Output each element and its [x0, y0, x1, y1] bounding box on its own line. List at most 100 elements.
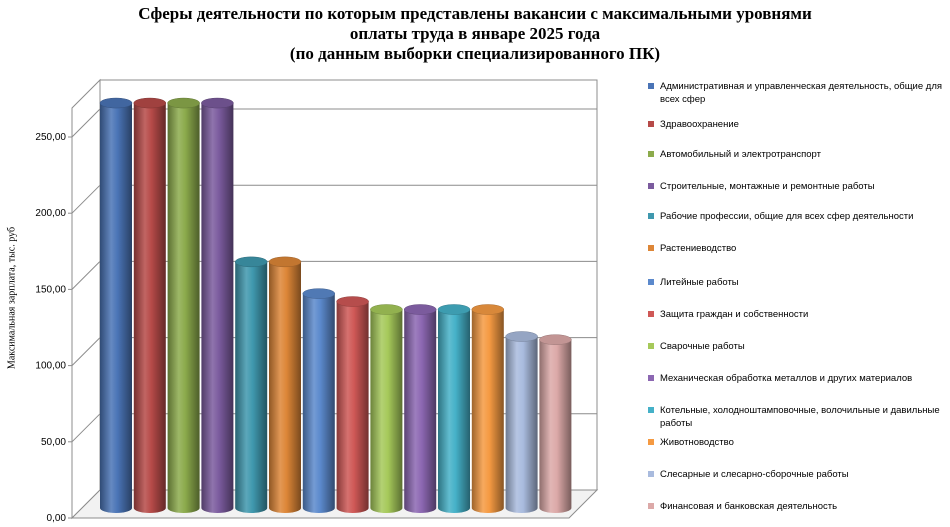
- legend-item: Котельные, холодноштамповочные, волочиль…: [648, 404, 948, 430]
- legend-item: Здравоохранение: [648, 118, 948, 131]
- legend-label: Рабочие профессии, общие для всех сфер д…: [660, 211, 914, 222]
- legend-item: Защита граждан и собственности: [648, 308, 948, 321]
- legend-swatch: [648, 83, 654, 89]
- bar-top: [302, 288, 336, 299]
- legend-item: Административная и управленческая деятел…: [648, 80, 948, 106]
- bars: [99, 97, 572, 513]
- legend-label: Механическая обработка металлов и других…: [660, 373, 913, 384]
- bar-top: [437, 304, 471, 315]
- legend-swatch: [648, 343, 654, 349]
- legend-label: Защита граждан и собственности: [660, 309, 809, 320]
- legend-swatch: [648, 439, 654, 445]
- bar-body: [235, 261, 268, 513]
- legend-swatch: [648, 471, 654, 477]
- bar-top: [133, 97, 167, 109]
- bar-top: [336, 296, 369, 307]
- bar: [336, 296, 369, 513]
- legend-swatch: [648, 375, 654, 381]
- legend-label: Финансовая и банковская деятельность: [660, 501, 838, 512]
- legend-label: Здравоохранение: [660, 119, 739, 130]
- legend-swatch: [648, 183, 654, 189]
- bar-top: [471, 304, 505, 315]
- legend-item: Слесарные и слесарно-сборочные работы: [648, 468, 948, 481]
- bar-top: [201, 97, 234, 109]
- legend-item: Животноводство: [648, 436, 948, 449]
- legend-item: Автомобильный и электротранспорт: [648, 148, 948, 161]
- legend-label: Автомобильный и электротранспорт: [660, 149, 821, 160]
- y-axis-ticks: 0,00 50,00 100,00 150,00 200,00 250,00: [35, 132, 72, 524]
- bar: [539, 334, 572, 513]
- bar: [437, 304, 471, 513]
- bar: [403, 304, 437, 513]
- gridline-side: [71, 413, 101, 443]
- y-tick-label: 100,00: [35, 361, 66, 372]
- gridline-side: [71, 261, 101, 290]
- legend-swatch: [648, 279, 654, 285]
- bar-body: [539, 339, 572, 513]
- bar-body: [201, 103, 234, 513]
- chart-title-line-1: Сферы деятельности по которым представле…: [138, 4, 812, 23]
- bar: [268, 256, 302, 513]
- legend-label: Литейные работы: [660, 277, 739, 288]
- gridline-side: [71, 337, 101, 366]
- legend-swatch: [648, 407, 654, 413]
- y-tick-label: 200,00: [35, 208, 66, 219]
- legend-item: Строительные, монтажные и ремонтные рабо…: [648, 180, 948, 193]
- bar: [234, 256, 268, 513]
- legend-label: Слесарные и слесарно-сборочные работы: [660, 469, 849, 480]
- gridline-side: [71, 108, 101, 138]
- legend-item: Механическая обработка металлов и других…: [648, 372, 948, 385]
- legend-swatch: [648, 503, 654, 509]
- bar-body: [471, 309, 504, 513]
- bar: [167, 97, 200, 513]
- y-tick-label: 250,00: [35, 132, 66, 143]
- legend-label: Животноводство: [660, 437, 734, 448]
- legend-item: Сварочные работы: [648, 340, 948, 353]
- bar: [133, 97, 167, 513]
- bar-top: [403, 304, 437, 315]
- bar: [370, 304, 403, 513]
- bar-top: [370, 304, 403, 315]
- bar-body: [336, 301, 369, 513]
- y-tick-label: 50,00: [41, 437, 66, 448]
- bar-body: [167, 103, 200, 513]
- bar-body: [438, 309, 470, 513]
- bar-body: [100, 103, 132, 513]
- bar-top: [539, 334, 572, 345]
- bar: [505, 331, 538, 513]
- legend-label: Котельные, холодноштамповочные, волочиль…: [660, 405, 940, 429]
- bar: [471, 304, 505, 513]
- bar-body: [370, 309, 403, 513]
- bar-body: [404, 309, 437, 513]
- legend-swatch: [648, 311, 654, 317]
- chart-title-line-3: (по данным выборки специализированного П…: [289, 44, 661, 63]
- bar: [99, 97, 133, 513]
- bar-body: [133, 103, 166, 513]
- legend-swatch: [648, 121, 654, 127]
- bar-top: [99, 97, 133, 109]
- legend-swatch: [648, 151, 654, 157]
- y-tick-label: 150,00: [35, 284, 66, 295]
- bar: [302, 288, 336, 513]
- bar-top: [268, 256, 302, 268]
- legend-item: Финансовая и банковская деятельность: [648, 500, 948, 513]
- y-tick-label: 0,00: [47, 513, 67, 524]
- bar-top: [234, 256, 268, 268]
- gridline-side: [71, 184, 101, 214]
- legend-item: Литейные работы: [648, 276, 948, 289]
- bar-body: [302, 293, 335, 513]
- legend-swatch: [648, 245, 654, 251]
- bar-body: [505, 336, 538, 513]
- legend-label: Административная и управленческая деятел…: [660, 81, 943, 105]
- legend-label: Сварочные работы: [660, 341, 745, 352]
- legend-label: Строительные, монтажные и ремонтные рабо…: [660, 181, 875, 192]
- legend-label: Растениеводство: [660, 243, 737, 254]
- legend-swatch: [648, 213, 654, 219]
- bar-body: [269, 261, 301, 513]
- bar: [201, 97, 234, 513]
- bar-top: [167, 97, 200, 109]
- bar-top: [505, 331, 538, 342]
- chart-title: Сферы деятельности по которым представле…: [0, 4, 950, 64]
- legend-item: Растениеводство: [648, 242, 948, 255]
